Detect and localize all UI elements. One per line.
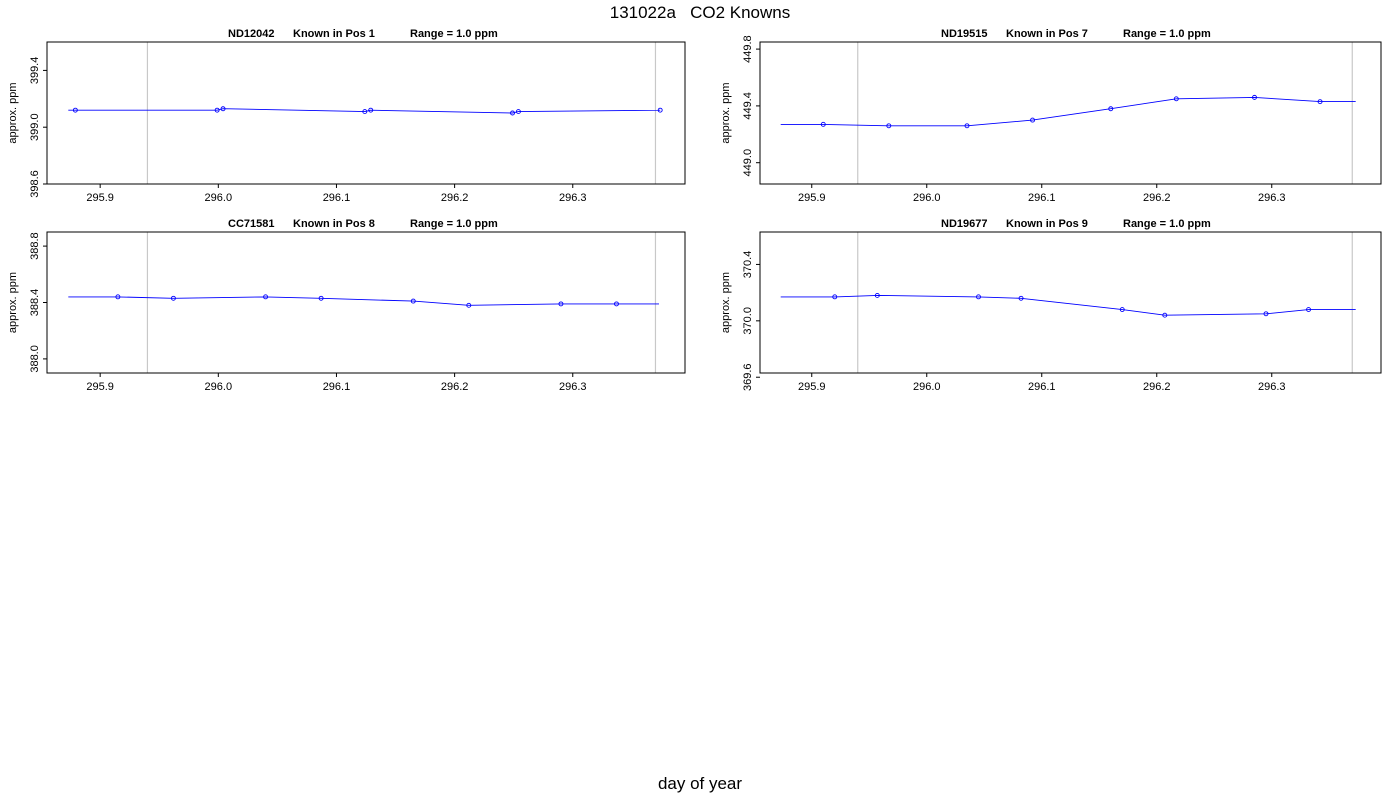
data-point — [1030, 117, 1036, 123]
panel-title-range: Range = 1.0 ppm — [410, 28, 498, 40]
panel-title-id: ND12042 — [228, 28, 274, 40]
x-tick-label: 296.1 — [1028, 381, 1056, 393]
y-axis-label: approx. ppm — [7, 82, 19, 143]
data-point — [657, 107, 663, 113]
data-point — [886, 123, 892, 129]
x-tick-label: 295.9 — [86, 381, 114, 393]
panel-title-position: Known in Pos 8 — [293, 218, 375, 230]
x-tick-label: 296.0 — [913, 381, 941, 393]
chart-panel-nd12042: ND12042 Known in Pos 1 Range = 1.0 ppm 295.… — [7, 28, 686, 204]
y-tick-label: 370.0 — [742, 307, 754, 335]
x-tick-label: 296.0 — [205, 381, 233, 393]
data-point — [318, 295, 324, 301]
x-tick-label: 295.9 — [798, 381, 826, 393]
panel-title-position: Known in Pos 7 — [1006, 28, 1088, 40]
data-point — [368, 107, 374, 113]
y-tick-label: 449.4 — [742, 92, 754, 120]
y-axis-label: approx. ppm — [720, 82, 732, 143]
plot-frame — [759, 41, 1382, 185]
plot-frame — [46, 231, 686, 374]
chart-panel-cc71581: CC71581 Known in Pos 8 Range = 1.0 ppm 295.… — [7, 218, 686, 393]
panel-title-position: Known in Pos 9 — [1006, 218, 1088, 230]
x-axis-label: day of year — [657, 774, 743, 793]
y-tick-label: 388.0 — [29, 345, 41, 373]
data-point — [410, 298, 416, 304]
series-line — [68, 108, 661, 114]
y-tick-label: 399.4 — [29, 57, 41, 85]
y-axis-label: approx. ppm — [720, 272, 732, 333]
x-tick-label: 296.1 — [323, 192, 351, 204]
x-tick-label: 296.2 — [441, 381, 469, 393]
data-point — [976, 294, 981, 300]
data-point — [510, 110, 515, 116]
series-line — [780, 294, 1356, 316]
x-tick-label: 296.3 — [1258, 381, 1286, 393]
data-point — [964, 123, 970, 129]
data-point — [1173, 96, 1179, 102]
y-tick-label: 370.4 — [742, 251, 754, 279]
x-tick-label: 296.3 — [1258, 192, 1286, 204]
panel-title-id: CC71581 — [228, 218, 274, 230]
panel-title-position: Known in Pos 1 — [293, 28, 375, 40]
panel-title-range: Range = 1.0 ppm — [1123, 218, 1211, 230]
data-point — [466, 302, 472, 308]
x-tick-label: 296.0 — [913, 192, 941, 204]
data-point — [72, 107, 78, 113]
data-point — [1306, 307, 1312, 312]
data-point — [1108, 106, 1114, 112]
data-point — [1162, 312, 1168, 318]
panel-title-range: Range = 1.0 ppm — [1123, 28, 1211, 40]
series-line — [780, 96, 1356, 127]
data-point — [1252, 94, 1257, 100]
panel-title-id: ND19677 — [941, 218, 987, 230]
x-tick-label: 296.2 — [441, 192, 469, 204]
plot-frame — [759, 231, 1382, 374]
x-tick-label: 296.3 — [559, 192, 587, 204]
data-point — [170, 295, 176, 301]
y-tick-label: 449.8 — [742, 35, 754, 63]
y-axis-label: approx. ppm — [7, 272, 19, 333]
data-point — [1119, 307, 1125, 312]
chart-panel-nd19677: ND19677 Known in Pos 9 Range = 1.0 ppm 295.… — [720, 218, 1382, 393]
y-tick-label: 399.0 — [29, 113, 41, 141]
x-tick-label: 296.1 — [323, 381, 351, 393]
y-tick-label: 388.4 — [29, 289, 41, 317]
y-tick-label: 388.8 — [29, 232, 41, 260]
y-tick-label: 398.6 — [29, 170, 41, 198]
panel-title-id: ND19515 — [941, 28, 987, 40]
page-title: 131022a CO2 Knowns — [609, 3, 791, 22]
data-point — [263, 294, 269, 300]
panel-title-range: Range = 1.0 ppm — [410, 218, 498, 230]
x-tick-label: 296.1 — [1028, 192, 1056, 204]
x-tick-label: 296.2 — [1143, 192, 1171, 204]
x-tick-label: 296.3 — [559, 381, 587, 393]
data-point — [1263, 311, 1269, 317]
data-point — [1317, 99, 1323, 105]
series-line — [68, 296, 659, 306]
data-point — [832, 294, 838, 300]
data-point — [515, 109, 521, 115]
chart-panel-nd19515: ND19515 Known in Pos 7 Range = 1.0 ppm 295.… — [720, 28, 1382, 204]
data-point — [558, 301, 564, 307]
x-tick-label: 296.0 — [205, 192, 233, 204]
data-point — [874, 293, 880, 298]
data-point — [220, 106, 226, 112]
x-tick-label: 295.9 — [86, 192, 114, 204]
plot-frame — [46, 41, 686, 185]
data-point — [614, 301, 619, 307]
y-tick-label: 449.0 — [742, 149, 754, 177]
data-point — [115, 294, 121, 300]
x-tick-label: 296.2 — [1143, 381, 1171, 393]
data-point — [362, 109, 368, 115]
x-tick-label: 295.9 — [798, 192, 826, 204]
y-tick-label: 369.6 — [742, 363, 754, 391]
data-point — [820, 121, 826, 127]
data-point — [214, 107, 220, 113]
data-point — [1018, 295, 1024, 301]
